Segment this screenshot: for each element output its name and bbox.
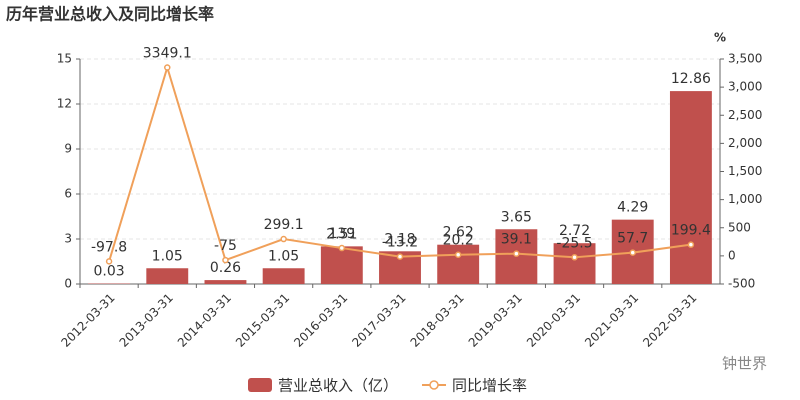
bar-value-label: 2.72 [559,223,590,239]
bar [669,91,712,284]
y2-tick-label: 1,500 [728,164,762,178]
y-tick-label: 0 [64,277,72,291]
line-value-label: -25.5 [556,235,592,251]
line-value-label: 57.7 [617,231,648,247]
line-value-label: 299.1 [264,217,304,233]
y2-tick-label: 2,000 [728,136,762,150]
y-tick-label: 9 [64,142,72,156]
y2-unit: % [714,31,726,45]
bar-value-label: 0.03 [94,264,125,280]
line-point [338,244,346,252]
line-value-label: -13.2 [382,235,418,251]
bar-value-label: 0.26 [210,260,241,276]
line-point [454,251,462,258]
bar-value-label: 2.62 [443,225,474,241]
bar [204,280,247,284]
bar-value-label: 1.05 [268,248,299,264]
x-tick-label: 2022-03-31 [640,291,699,350]
bar [262,268,305,284]
y-tick-label: 3 [64,232,72,246]
bar [146,268,189,284]
legend-swatch [248,378,272,392]
line-value-label: -97.8 [91,239,127,255]
line-point [513,250,520,257]
y2-tick-label: 500 [728,220,751,234]
line-point [396,253,404,260]
y-tick-label: 12 [57,97,72,111]
bar-value-label: 1.05 [152,248,183,264]
bar-value-label: 3.65 [501,209,532,225]
legend-label: 营业总收入（亿） [278,377,398,395]
y2-tick-label: -500 [728,277,755,291]
y2-tick-label: 2,500 [728,108,762,122]
x-tick-label: 2021-03-31 [582,291,641,350]
x-tick-label: 2015-03-31 [233,291,292,350]
x-tick-label: 2017-03-31 [349,291,408,350]
x-tick-label: 2016-03-31 [291,291,350,350]
x-tick-label: 2018-03-31 [408,291,467,350]
bar-value-label: 4.29 [617,200,648,216]
line-value-label: -75 [214,238,237,254]
line-point [164,64,171,71]
bar [553,243,596,284]
x-tick-label: 2012-03-31 [58,291,117,350]
x-tick-label: 2019-03-31 [466,291,525,350]
line-value-label: 39.1 [501,232,532,248]
bar-value-label: 2.51 [326,226,357,242]
line-point [571,254,578,261]
chart-title: 历年营业总收入及同比增长率 [6,5,214,24]
y2-tick-label: 0 [728,248,736,262]
legend-label: 同比增长率 [452,377,527,395]
line-value-label: 139 [328,226,355,242]
y2-tick-label: 1,000 [728,192,762,206]
bar [320,246,363,284]
y-tick-label: 6 [64,187,72,201]
line-point [687,241,695,248]
line-point [105,258,113,265]
y-tick-label: 15 [57,52,72,66]
bar [437,244,480,284]
x-tick-label: 2013-03-31 [117,291,176,350]
y2-tick-label: 3,500 [728,52,762,66]
x-tick-label: 2014-03-31 [175,291,234,350]
y2-tick-label: 3,000 [728,80,762,94]
line-point [280,235,287,243]
bar-value-label: 2.18 [384,231,415,247]
x-tick-label: 2020-03-31 [524,291,583,350]
bar-value-label: 12.86 [671,71,711,87]
legend-swatch [429,380,439,390]
line-point [222,256,229,264]
line-value-label: 3349.1 [143,45,192,61]
line-value-label: 20.2 [443,233,474,249]
line-point [629,249,636,256]
watermark: 钟世界 [722,355,767,373]
line-value-label: 199.4 [671,223,711,239]
